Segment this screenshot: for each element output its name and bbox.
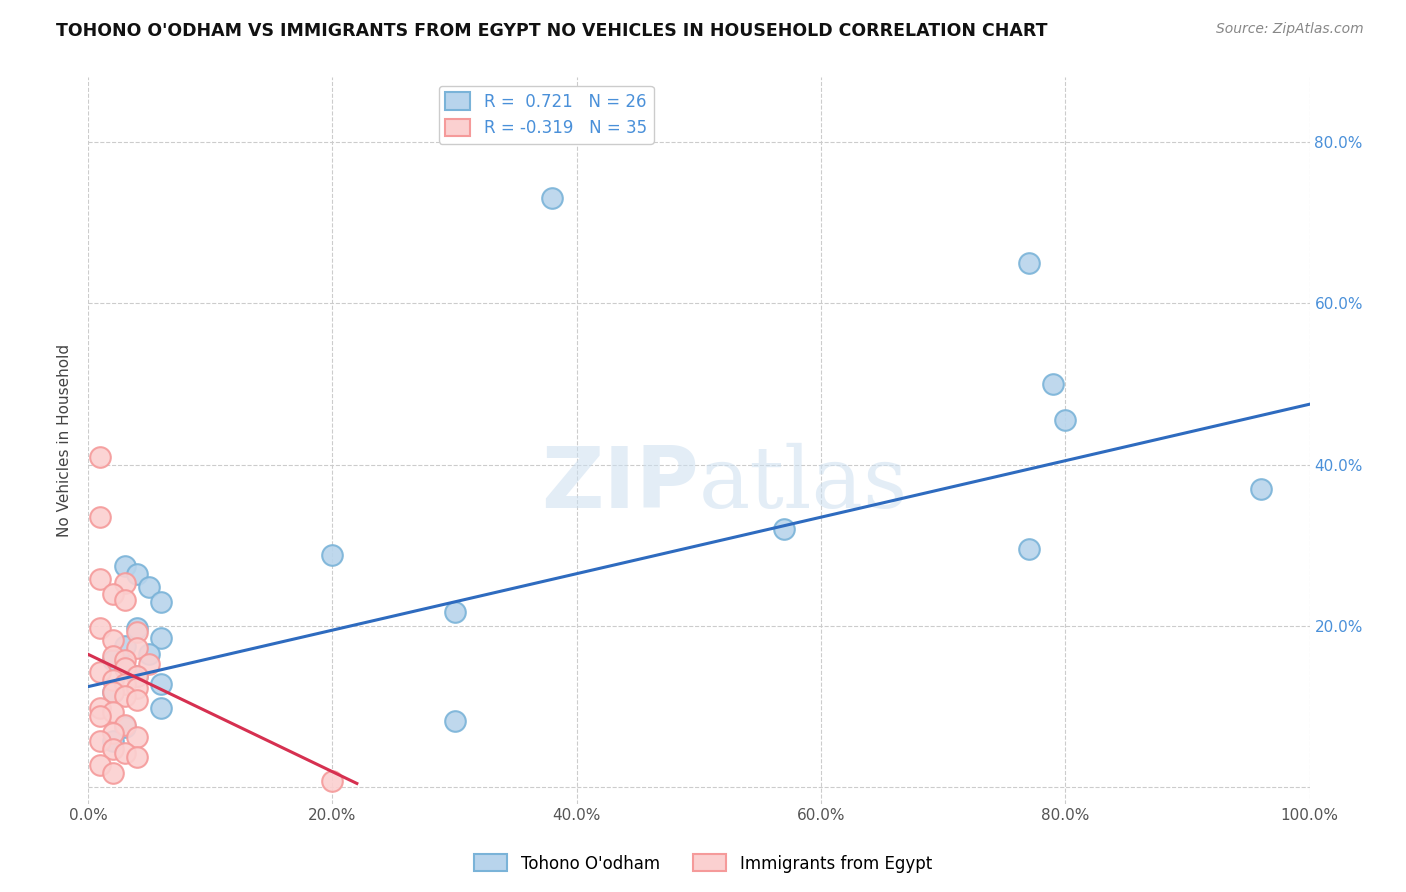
Y-axis label: No Vehicles in Household: No Vehicles in Household (58, 344, 72, 537)
Point (125, 749, 148, 764)
Point (125, 621, 148, 635)
Point (125, 693, 148, 707)
Point (89, 572, 111, 586)
Point (89, 510, 111, 524)
Point (321, 548, 343, 562)
Point (114, 640, 136, 654)
Point (125, 566, 148, 581)
Point (101, 733, 124, 747)
Point (114, 661, 136, 675)
Point (125, 624, 148, 639)
Point (89, 665, 111, 679)
Point (114, 558, 136, 573)
Point (1018, 542, 1040, 557)
Point (114, 653, 136, 667)
Point (114, 746, 136, 760)
Point (101, 632, 124, 647)
Point (443, 714, 465, 729)
Point (125, 640, 148, 655)
Text: ZIP: ZIP (541, 442, 699, 525)
Point (114, 717, 136, 731)
Text: TOHONO O'ODHAM VS IMMIGRANTS FROM EGYPT NO VEHICLES IN HOUSEHOLD CORRELATION CHA: TOHONO O'ODHAM VS IMMIGRANTS FROM EGYPT … (56, 22, 1047, 40)
Point (150, 677, 173, 691)
Point (101, 741, 124, 756)
Point (89, 701, 111, 715)
Point (89, 757, 111, 772)
Legend: Tohono O'odham, Immigrants from Egypt: Tohono O'odham, Immigrants from Egypt (467, 847, 939, 880)
Text: atlas: atlas (699, 442, 908, 525)
Point (125, 669, 148, 683)
Point (101, 653, 124, 667)
Point (125, 669, 148, 683)
Point (114, 720, 136, 734)
Point (114, 690, 136, 704)
Point (101, 766, 124, 780)
Point (89, 733, 111, 747)
Point (1054, 413, 1077, 427)
Point (114, 661, 136, 675)
Point (114, 677, 136, 691)
Point (89, 621, 111, 635)
Point (138, 657, 160, 671)
Point (101, 685, 124, 699)
Point (101, 587, 124, 601)
Point (101, 648, 124, 663)
Point (773, 522, 796, 536)
Point (101, 685, 124, 699)
Point (321, 774, 343, 789)
Point (101, 673, 124, 688)
Point (89, 450, 111, 464)
Point (1018, 256, 1040, 270)
Legend: R =  0.721   N = 26, R = -0.319   N = 35: R = 0.721 N = 26, R = -0.319 N = 35 (439, 86, 654, 144)
Point (1042, 377, 1064, 392)
Point (150, 631, 173, 645)
Point (443, 605, 465, 619)
Point (150, 595, 173, 609)
Text: Source: ZipAtlas.com: Source: ZipAtlas.com (1216, 22, 1364, 37)
Point (89, 709, 111, 723)
Point (125, 730, 148, 744)
Point (125, 681, 148, 696)
Point (1250, 482, 1272, 496)
Point (101, 706, 124, 720)
Point (114, 576, 136, 591)
Point (138, 648, 160, 662)
Point (138, 580, 160, 594)
Point (101, 725, 124, 739)
Point (114, 593, 136, 607)
Point (541, 191, 564, 205)
Point (150, 701, 173, 715)
